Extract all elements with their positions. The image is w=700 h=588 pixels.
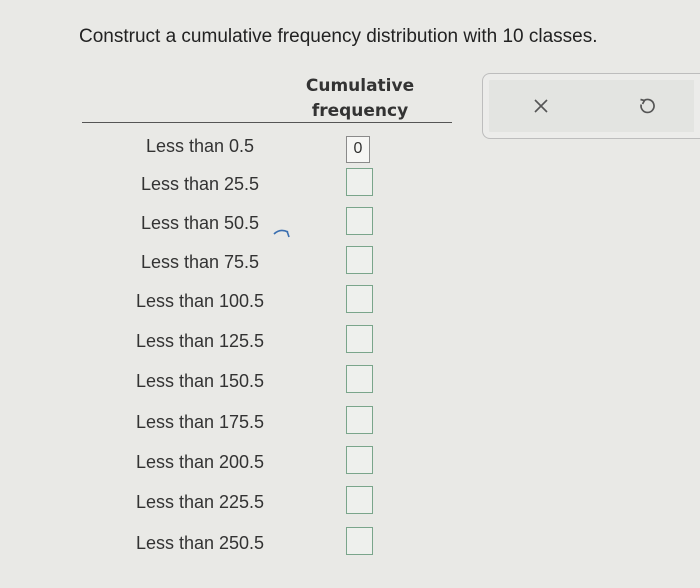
- header-line-2: frequency: [311, 101, 409, 121]
- column-header: Cumulative frequency: [300, 74, 420, 124]
- answer-tools-panel: [482, 73, 700, 139]
- table-row: Less than 50.5: [82, 205, 452, 245]
- table-row: Less than 25.5: [82, 166, 452, 206]
- frequency-input-1[interactable]: [346, 168, 373, 196]
- frequency-input-2[interactable]: [346, 207, 373, 235]
- class-label: Less than 150.5: [135, 371, 265, 391]
- class-label: Less than 125.5: [135, 331, 265, 351]
- close-icon: [534, 99, 548, 113]
- table-row: Less than 0.5 0: [82, 128, 452, 168]
- class-label: Less than 0.5: [145, 136, 255, 156]
- frequency-input-8[interactable]: [346, 446, 373, 474]
- frequency-input-9[interactable]: [346, 486, 373, 514]
- cursor-mark-icon: [273, 229, 290, 238]
- undo-button[interactable]: [633, 92, 661, 120]
- class-label: Less than 225.5: [135, 492, 265, 512]
- instruction-text: Construct a cumulative frequency distrib…: [79, 26, 598, 47]
- header-line-1: Cumulative: [305, 76, 415, 96]
- class-label: Less than 100.5: [135, 291, 265, 311]
- clear-button[interactable]: [527, 92, 555, 120]
- class-label: Less than 50.5: [140, 213, 260, 233]
- class-label: Less than 25.5: [140, 174, 260, 194]
- undo-icon: [640, 98, 655, 114]
- frequency-input-4[interactable]: [346, 285, 373, 313]
- class-label: Less than 250.5: [135, 533, 265, 553]
- frequency-input-6[interactable]: [346, 365, 373, 393]
- table-row: Less than 200.5: [82, 444, 452, 484]
- table-row: Less than 75.5: [82, 244, 452, 284]
- table-row: Less than 225.5: [82, 484, 452, 524]
- frequency-input-5[interactable]: [346, 325, 373, 353]
- frequency-input-7[interactable]: [346, 406, 373, 434]
- header-divider: [82, 122, 452, 123]
- frequency-input-0[interactable]: 0: [346, 136, 370, 163]
- frequency-input-10[interactable]: [346, 527, 373, 555]
- table-row: Less than 125.5: [82, 323, 452, 363]
- class-label: Less than 200.5: [135, 452, 265, 472]
- frequency-input-3[interactable]: [346, 246, 373, 274]
- class-label: Less than 75.5: [140, 252, 260, 272]
- class-label: Less than 175.5: [135, 412, 265, 432]
- table-row: Less than 250.5: [82, 525, 452, 565]
- table-row: Less than 175.5: [82, 404, 452, 444]
- table-row: Less than 150.5: [82, 363, 452, 403]
- table-row: Less than 100.5: [82, 283, 452, 323]
